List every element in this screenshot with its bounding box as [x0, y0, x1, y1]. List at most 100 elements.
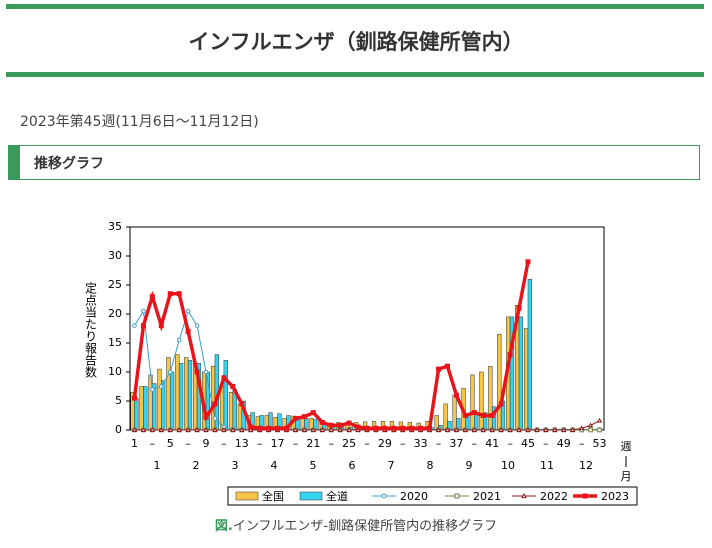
- point: [141, 308, 146, 314]
- point: [534, 427, 540, 432]
- point: [230, 427, 236, 432]
- point: [382, 425, 388, 431]
- point: [543, 427, 549, 432]
- point: [596, 417, 603, 423]
- point: [453, 427, 460, 432]
- point: [203, 414, 209, 420]
- legend-marker: [454, 493, 460, 499]
- legend-label: 2021: [473, 490, 501, 503]
- point: [185, 308, 191, 314]
- point: [185, 427, 191, 432]
- point: [507, 427, 513, 432]
- x-tick-label: 33: [414, 437, 428, 450]
- point: [194, 323, 200, 328]
- point: [176, 291, 182, 297]
- point: [337, 427, 343, 432]
- bar: [518, 316, 524, 431]
- section-heading: 推移グラフ: [34, 156, 104, 172]
- point: [212, 427, 218, 432]
- x-tick-label: –: [400, 437, 406, 450]
- legend-marker: [582, 493, 588, 499]
- x-tick-label: 53: [593, 437, 607, 450]
- point: [418, 425, 424, 431]
- y-axis-label: 定点当たり報告数: [84, 281, 98, 379]
- bar: [237, 403, 243, 431]
- month-label: 8: [427, 459, 434, 472]
- y-tick-label: 30: [108, 249, 122, 262]
- point: [203, 369, 209, 375]
- point: [266, 425, 272, 431]
- point: [400, 425, 406, 431]
- point: [257, 425, 263, 431]
- point: [427, 425, 433, 431]
- point: [310, 410, 316, 416]
- y-tick-label: 5: [115, 394, 122, 407]
- x-tick-label: –: [150, 437, 156, 450]
- month-label: 9: [466, 459, 473, 472]
- x-tick-label: 21: [306, 437, 320, 450]
- x-tick-label: 25: [342, 437, 356, 450]
- bar: [143, 386, 148, 431]
- bar: [184, 357, 189, 431]
- legend-swatch: [235, 491, 259, 501]
- month-label: 1: [154, 459, 161, 472]
- point: [435, 427, 442, 432]
- bar: [479, 371, 484, 431]
- x-tick-label: 13: [235, 437, 249, 450]
- point: [158, 323, 164, 329]
- point: [328, 427, 334, 432]
- point: [212, 401, 218, 407]
- legend-swatch: [299, 491, 323, 501]
- bar: [488, 365, 493, 431]
- point: [159, 384, 164, 389]
- point: [355, 424, 361, 430]
- point: [525, 427, 531, 432]
- point: [444, 363, 450, 369]
- bar: [139, 386, 144, 431]
- bar: [452, 394, 457, 431]
- point: [176, 427, 182, 432]
- point: [149, 427, 156, 432]
- month-label: 2: [193, 459, 200, 472]
- legend-box: [227, 486, 638, 506]
- month-label: 12: [579, 459, 593, 472]
- month-label: 3: [232, 459, 239, 472]
- month-label: 10: [501, 459, 515, 472]
- point: [471, 410, 477, 416]
- x-tick-label: –: [257, 437, 263, 450]
- point: [167, 291, 173, 297]
- point: [203, 427, 209, 432]
- point: [221, 375, 227, 381]
- legend-label: 2020: [400, 490, 428, 503]
- point: [292, 427, 299, 432]
- x-tick-label: –: [185, 437, 191, 450]
- point: [364, 425, 370, 431]
- y-tick-label: 0: [115, 423, 122, 436]
- bar: [166, 357, 171, 431]
- month-label: 7: [388, 459, 395, 472]
- point: [150, 387, 155, 392]
- y-tick-label: 15: [108, 336, 122, 349]
- point: [471, 427, 477, 432]
- point: [248, 424, 254, 430]
- x-tick-label: –: [364, 437, 370, 450]
- point: [185, 328, 191, 334]
- point: [346, 420, 352, 426]
- point: [453, 392, 459, 398]
- point: [346, 427, 352, 432]
- bar: [527, 278, 532, 431]
- point: [221, 427, 227, 432]
- legend-label: 2023: [601, 490, 629, 503]
- x-tick-label: 17: [271, 437, 285, 450]
- bar: [157, 368, 162, 431]
- point: [194, 427, 200, 432]
- bar: [470, 374, 475, 431]
- bar: [187, 360, 193, 431]
- month-label: 11: [540, 459, 554, 472]
- point: [248, 427, 254, 432]
- y-tick-label: 25: [108, 278, 122, 291]
- point: [239, 401, 245, 407]
- month-label: 6: [349, 459, 356, 472]
